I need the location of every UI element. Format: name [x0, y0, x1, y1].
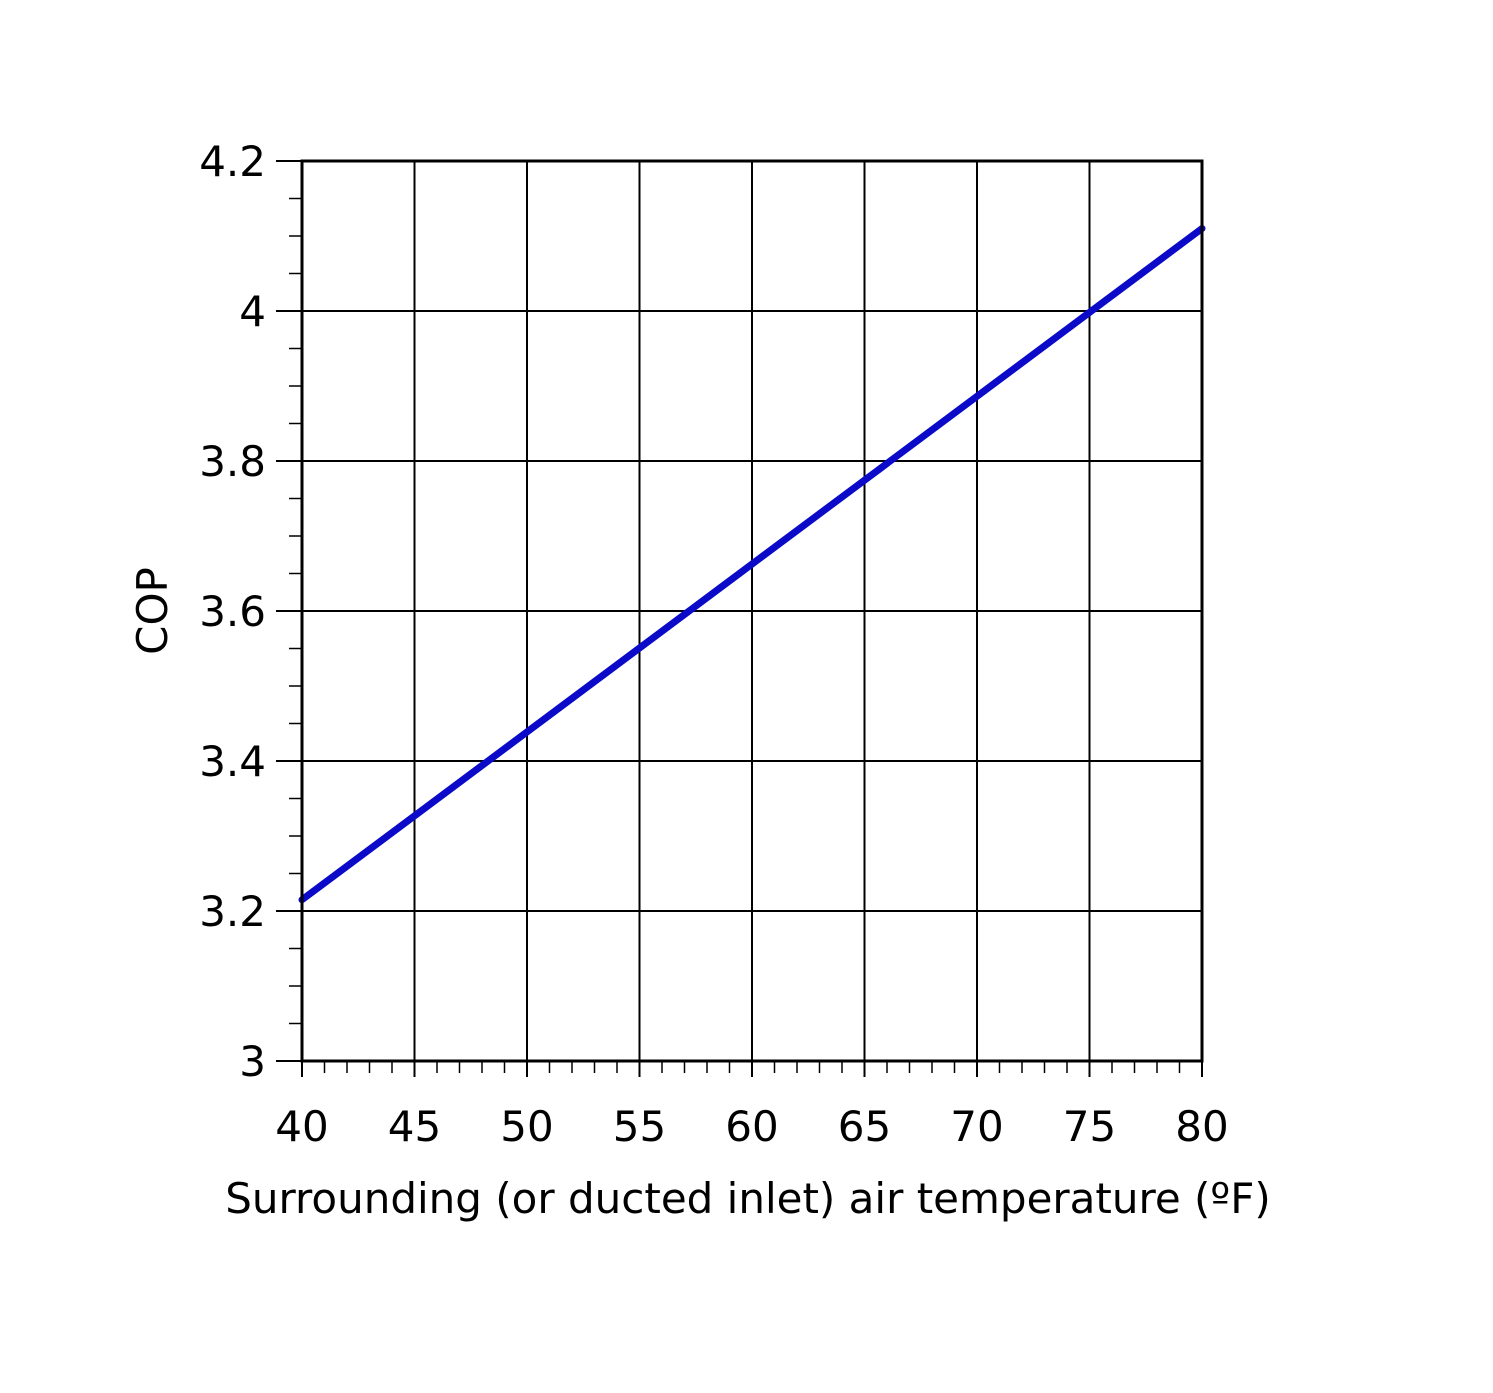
x-tick-labels: 40 45 50 55 60 65 70 75 80: [275, 1102, 1228, 1151]
grid: [301, 160, 1203, 1062]
x-tick-label: 40: [275, 1102, 328, 1151]
x-tick-label: 55: [613, 1102, 666, 1151]
x-tick-label: 60: [725, 1102, 778, 1151]
x-axis-title: Surrounding (or ducted inlet) air temper…: [225, 1174, 1271, 1223]
x-tick-label: 50: [500, 1102, 553, 1151]
minor-ticks: [289, 197, 1181, 1073]
y-tick-label: 3.8: [199, 437, 266, 486]
y-tick-label: 3.2: [199, 887, 266, 936]
x-tick-label: 65: [838, 1102, 891, 1151]
y-tick-labels: 3 3.2 3.4 3.6 3.8 4 4.2: [199, 137, 266, 1086]
x-tick-label: 70: [950, 1102, 1003, 1151]
cop-series-line: [298, 225, 1206, 904]
x-tick-label: 75: [1063, 1102, 1116, 1151]
y-tick-label: 3: [239, 1037, 266, 1086]
y-tick-label: 3.4: [199, 737, 266, 786]
x-tick-label: 80: [1175, 1102, 1228, 1151]
y-tick-label: 4.2: [199, 137, 266, 186]
y-tick-label: 4: [239, 287, 266, 336]
plot-frame: [300, 159, 1204, 1063]
x-tick-label: 45: [388, 1102, 441, 1151]
major-ticks: [276, 160, 1203, 1077]
y-axis-title: COP: [128, 567, 177, 655]
y-tick-label: 3.6: [199, 587, 266, 636]
data-series: [298, 225, 1206, 904]
